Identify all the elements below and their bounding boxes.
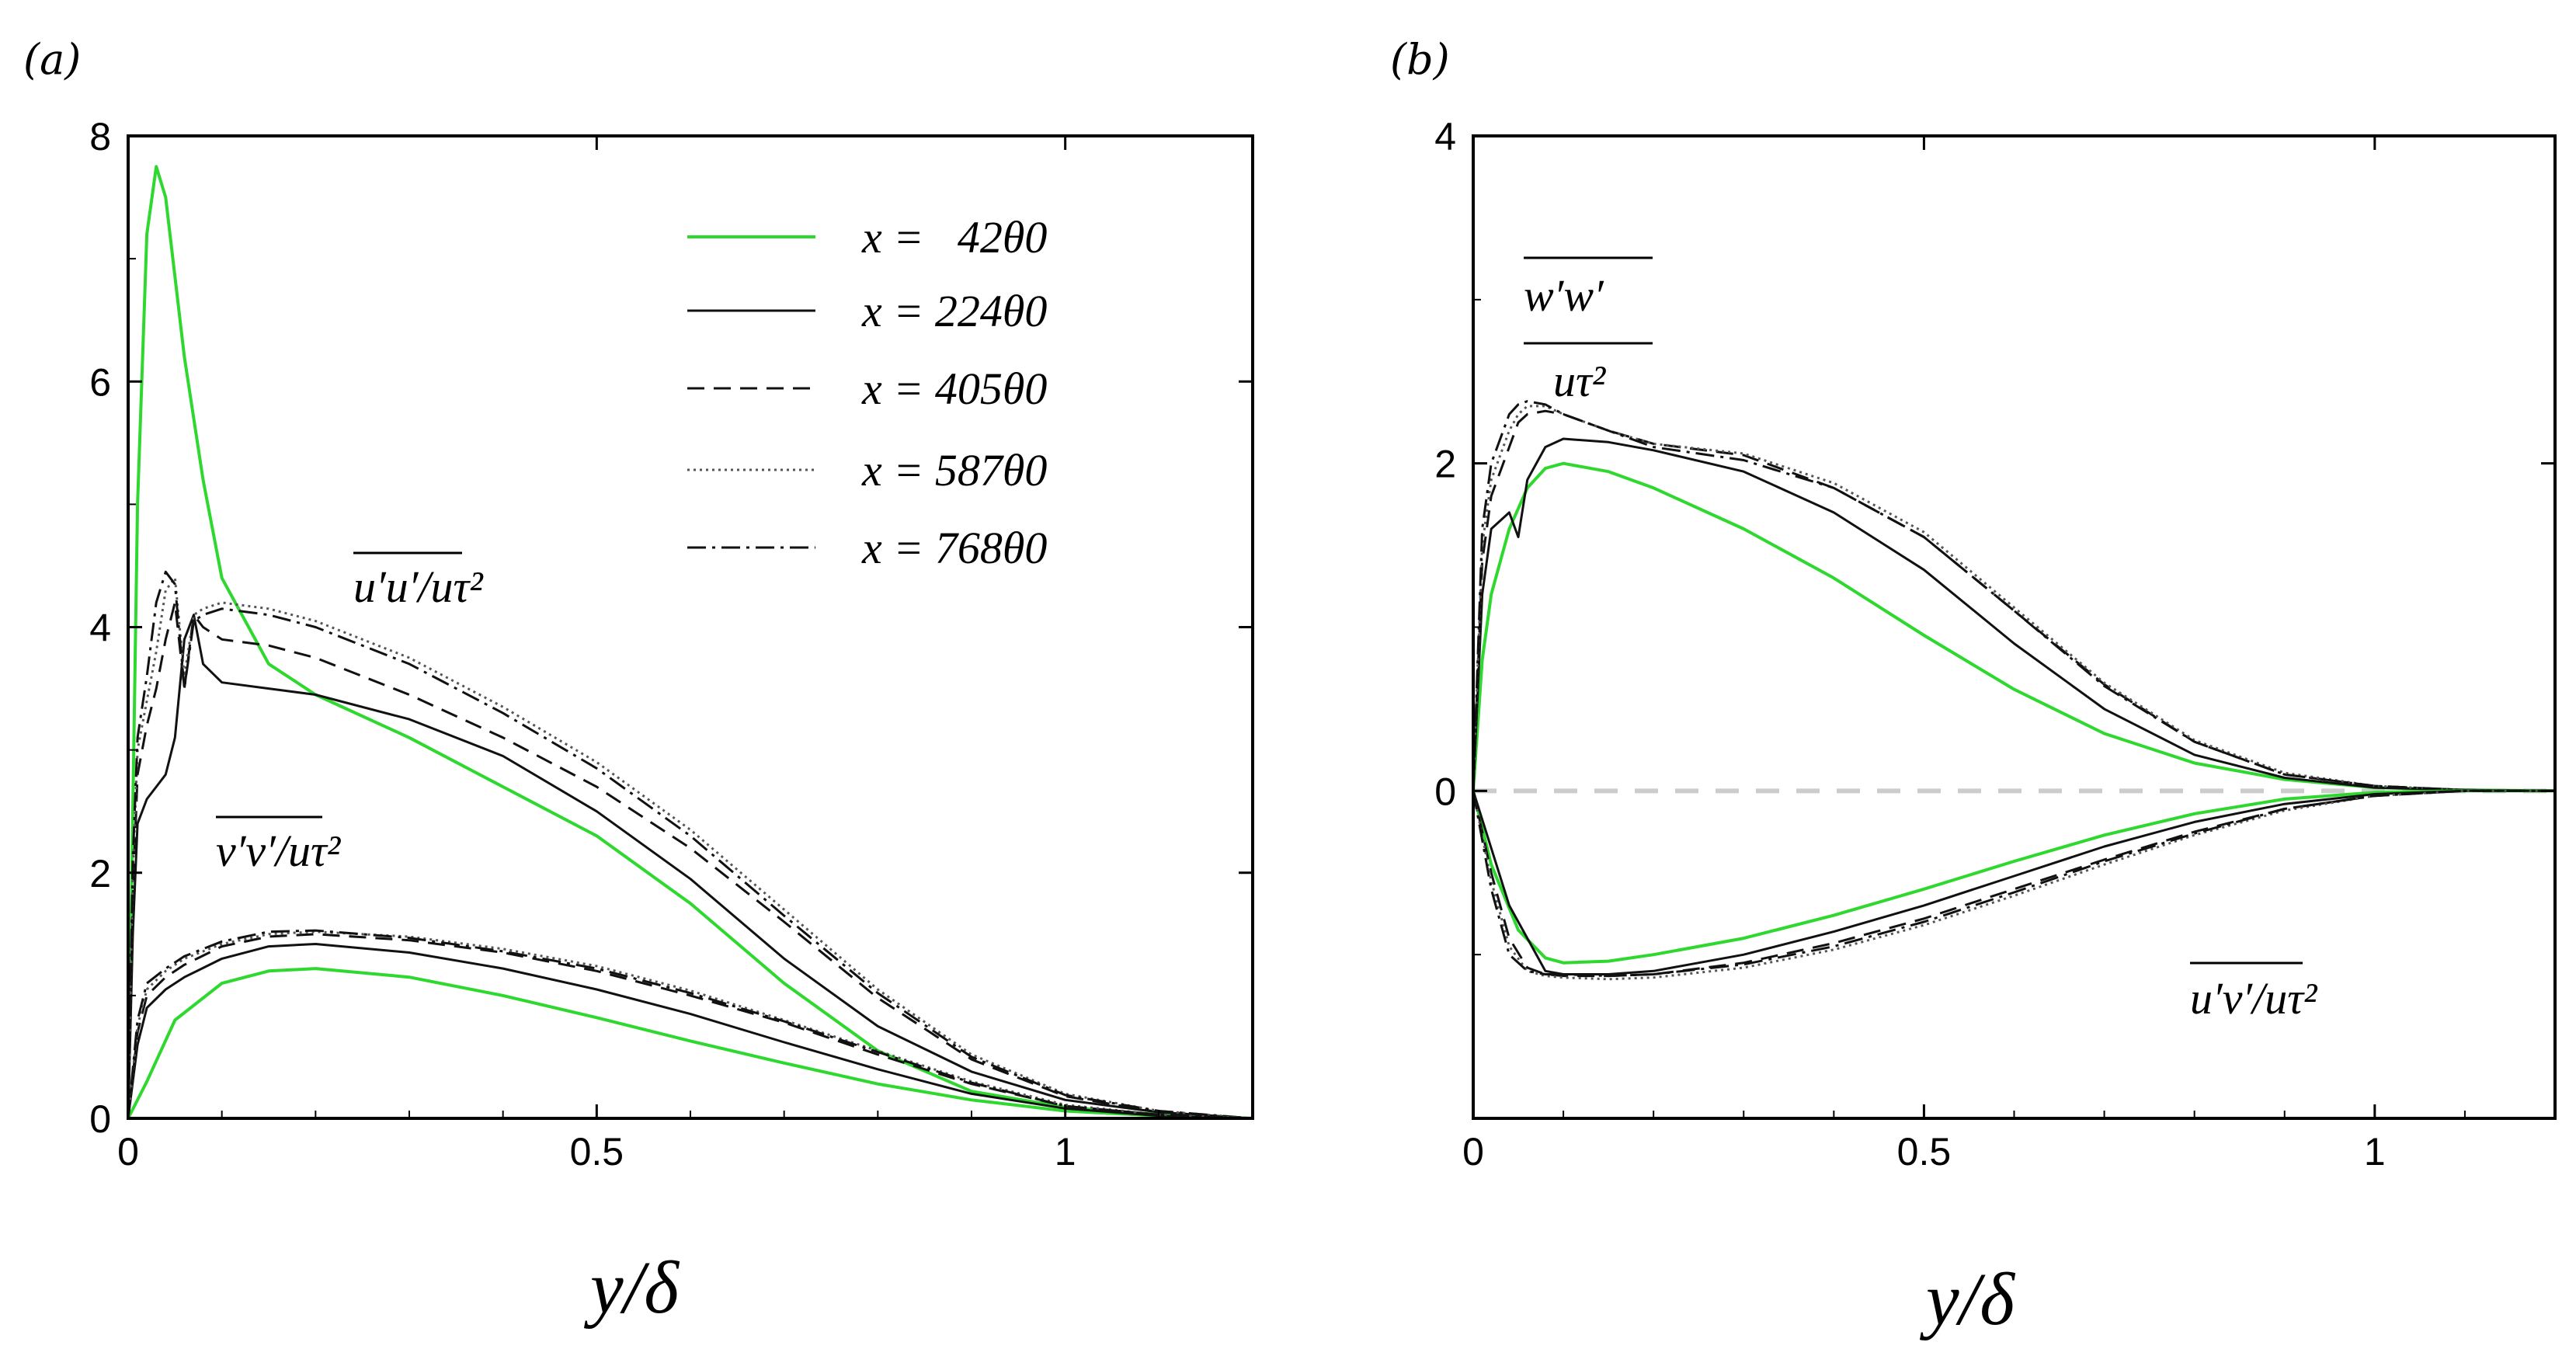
series-line-b-6 [1472, 789, 2555, 975]
series-line-a-9 [127, 929, 1253, 1120]
ytick-label-b-2: 4 [1434, 115, 1456, 158]
annotation-vv-text: v′v′/uτ² [216, 826, 342, 876]
series-line-a-3 [127, 576, 1253, 1120]
series-line-b-8 [1472, 789, 2555, 981]
panel-b: (b) 0 0.5 1 0 2 4 y/δ w′w′ uτ² u′v′/uτ² [1390, 35, 2557, 1340]
legend: x = 42θ0 x = 224θ0 x = 405θ0 x = 587θ0 x… [687, 212, 1047, 573]
series-line-a-1 [127, 614, 1253, 1120]
panel-a-label: (a) [23, 35, 81, 84]
annotation-ww-den: uτ² [1553, 356, 1607, 406]
annotation-uu-text: u′u′/uτ² [353, 562, 484, 612]
series-line-a-0 [127, 165, 1253, 1120]
xtick-label-a-1: 0.5 [570, 1130, 624, 1173]
panel-a: (a) 0 0.5 1 0 2 4 6 8 y/δ x = 42θ0 x = 224θ0 x … [23, 35, 1254, 1329]
series-line-b-4 [1472, 400, 2556, 792]
xtick-label-b-0: 0 [1462, 1130, 1484, 1173]
series-line-b-2 [1472, 409, 2556, 792]
legend-label-587: x = 587θ0 [861, 445, 1047, 495]
series-line-b-7 [1472, 789, 2555, 978]
xtick-label-a-2: 1 [1055, 1130, 1076, 1173]
series-line-b-9 [1472, 789, 2555, 978]
series-line-b-1 [1472, 437, 2556, 792]
panel-a-curves [127, 165, 1253, 1120]
legend-label-42: x = 42θ0 [861, 212, 1047, 263]
panel-b-ticks: 0 0.5 1 0 2 4 [1434, 115, 2555, 1173]
ytick-label-a-4: 8 [89, 115, 111, 158]
xtick-label-a-0: 0 [117, 1130, 139, 1173]
ytick-label-b-0: 0 [1434, 770, 1456, 813]
series-line-a-2 [127, 601, 1253, 1120]
ytick-label-a-2: 4 [89, 607, 111, 650]
panel-a-ticks: 0 0.5 1 0 2 4 6 8 [89, 115, 1253, 1173]
panel-b-label: (b) [1390, 35, 1450, 84]
annotation-uv-text: u′v′/uτ² [2190, 973, 2318, 1024]
series-line-a-8 [127, 930, 1253, 1120]
series-line-b-5 [1472, 789, 2555, 965]
series-line-a-5 [127, 967, 1253, 1120]
xtick-label-b-1: 0.5 [1897, 1130, 1952, 1173]
legend-label-405: x = 405θ0 [861, 363, 1047, 414]
annotation-uu: u′u′/uτ² [353, 551, 484, 612]
ytick-label-a-0: 0 [89, 1097, 111, 1141]
series-line-a-7 [127, 933, 1253, 1120]
panel-b-xlabel: y/δ [1919, 1257, 2015, 1340]
annotation-ww-num: w′w′ [1524, 270, 1604, 321]
annotation-vv: v′v′/uτ² [216, 815, 342, 876]
series-line-b-3 [1472, 405, 2556, 792]
series-line-a-4 [127, 570, 1253, 1120]
legend-label-768: x = 768θ0 [861, 523, 1047, 573]
annotation-uv: u′v′/uτ² [2190, 961, 2318, 1024]
panel-b-curves [1472, 400, 2556, 981]
panel-b-frame [1472, 134, 2557, 1120]
ytick-label-a-1: 2 [89, 852, 111, 895]
legend-label-224: x = 224θ0 [861, 286, 1047, 336]
panel-a-xlabel: y/δ [583, 1246, 680, 1329]
series-line-a-6 [127, 943, 1253, 1120]
annotation-ww: w′w′ uτ² [1524, 256, 1653, 406]
ytick-label-a-3: 6 [89, 360, 111, 404]
series-line-b-0 [1472, 461, 2556, 793]
xtick-label-b-2: 1 [2364, 1130, 2386, 1173]
ytick-label-b-1: 2 [1434, 443, 1456, 486]
